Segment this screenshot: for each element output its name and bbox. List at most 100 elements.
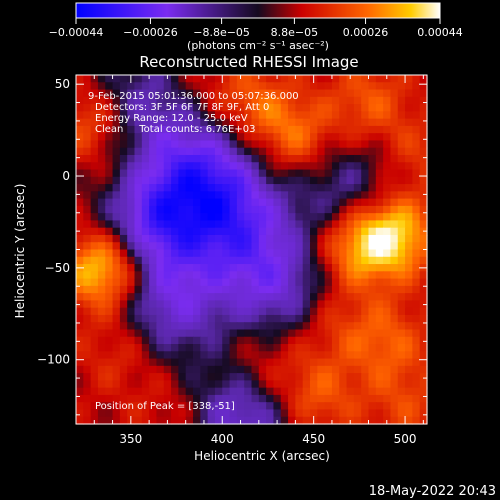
- heatmap-cell: [156, 416, 165, 425]
- heatmap-cell: [317, 249, 326, 258]
- heatmap-cell: [134, 191, 143, 200]
- heatmap-cell: [302, 387, 311, 396]
- heatmap-cell: [273, 387, 282, 396]
- heatmap-cell: [83, 365, 92, 374]
- heatmap-cell: [273, 285, 282, 294]
- heatmap-cell: [200, 191, 209, 200]
- heatmap-cell: [346, 234, 355, 243]
- heatmap-cell: [368, 380, 377, 389]
- heatmap-cell: [310, 198, 318, 207]
- heatmap-cell: [353, 111, 362, 120]
- heatmap-cell: [288, 373, 296, 381]
- heatmap-cell: [375, 234, 384, 243]
- heatmap-cell: [273, 314, 282, 323]
- heatmap-cell: [76, 344, 84, 352]
- heatmap-cell: [76, 387, 84, 396]
- heatmap-cell: [236, 271, 245, 280]
- heatmap-cell: [141, 293, 150, 301]
- heatmap-cell: [412, 205, 421, 214]
- heatmap-cell: [222, 336, 231, 345]
- heatmap-cell: [127, 191, 136, 200]
- heatmap-cell: [236, 176, 245, 185]
- heatmap-cell: [251, 365, 260, 374]
- heatmap-cell: [383, 373, 392, 381]
- heatmap-cell: [419, 213, 428, 222]
- heatmap-cell: [258, 234, 267, 243]
- heatmap-cell: [178, 307, 187, 316]
- heatmap-cell: [310, 82, 318, 91]
- heatmap-cell: [236, 140, 245, 149]
- heatmap-cell: [310, 322, 318, 331]
- heatmap-cell: [324, 329, 333, 338]
- heatmap-cell: [105, 205, 114, 214]
- heatmap-cell: [361, 227, 370, 236]
- heatmap-cell: [419, 234, 428, 243]
- heatmap-cell: [251, 227, 260, 236]
- heatmap-cell: [302, 365, 311, 374]
- heatmap-cell: [141, 278, 150, 287]
- heatmap-cell: [244, 373, 253, 381]
- x-tick-label: 500: [394, 432, 417, 446]
- heatmap-cell: [97, 402, 106, 411]
- heatmap-cell: [273, 394, 282, 403]
- heatmap-cell: [236, 314, 245, 323]
- heatmap-cell: [288, 213, 296, 222]
- heatmap-cell: [193, 402, 201, 411]
- heatmap-cell: [83, 314, 92, 323]
- heatmap-cell: [302, 409, 311, 418]
- heatmap-cell: [97, 140, 106, 149]
- heatmap-cell: [119, 351, 128, 360]
- heatmap-cell: [97, 147, 106, 156]
- heatmap-cell: [251, 322, 260, 331]
- heatmap-cell: [193, 75, 201, 83]
- heatmap-cell: [112, 176, 121, 185]
- heatmap-cell: [397, 191, 406, 200]
- heatmap-cell: [236, 409, 245, 418]
- heatmap-cell: [375, 314, 384, 323]
- heatmap-cell: [310, 96, 318, 105]
- heatmap-cell: [331, 213, 340, 222]
- heatmap-cell: [178, 278, 187, 287]
- heatmap-cell: [390, 176, 399, 185]
- heatmap-cell: [112, 220, 121, 229]
- heatmap-cell: [207, 198, 216, 207]
- heatmap-cell: [390, 191, 399, 200]
- heatmap-cell: [97, 314, 106, 323]
- heatmap-cell: [141, 409, 150, 418]
- heatmap-cell: [178, 285, 187, 294]
- heatmap-cell: [141, 104, 150, 112]
- heatmap-cell: [324, 365, 333, 374]
- heatmap-cell: [236, 147, 245, 156]
- heatmap-cell: [368, 162, 377, 171]
- heatmap-cell: [149, 351, 158, 360]
- heatmap-cell: [141, 336, 150, 345]
- heatmap-cell: [310, 358, 318, 367]
- heatmap-cell: [302, 344, 311, 352]
- heatmap-cell: [83, 205, 92, 214]
- heatmap-cell: [295, 278, 304, 287]
- heatmap-cell: [288, 104, 296, 112]
- heatmap-cell: [244, 205, 253, 214]
- heatmap-cell: [171, 118, 179, 127]
- heatmap-cell: [193, 285, 201, 294]
- heatmap-cell: [258, 133, 267, 142]
- heatmap-cell: [310, 256, 318, 265]
- heatmap-cell: [83, 75, 92, 83]
- heatmap-cell: [397, 307, 406, 316]
- heatmap-cell: [200, 176, 209, 185]
- heatmap-cell: [200, 89, 209, 98]
- heatmap-cell: [288, 271, 296, 280]
- heatmap-cell: [405, 394, 413, 403]
- heatmap-cell: [405, 125, 413, 134]
- heatmap-cell: [368, 140, 377, 149]
- heatmap-cell: [288, 300, 296, 309]
- heatmap-cell: [390, 358, 399, 367]
- heatmap-cell: [258, 154, 267, 163]
- heatmap-cell: [273, 147, 282, 156]
- heatmap-cell: [302, 278, 311, 287]
- heatmap-cell: [112, 198, 121, 207]
- heatmap-cell: [178, 264, 187, 272]
- heatmap-cell: [390, 293, 399, 301]
- heatmap-cell: [266, 89, 275, 98]
- heatmap-cell: [397, 394, 406, 403]
